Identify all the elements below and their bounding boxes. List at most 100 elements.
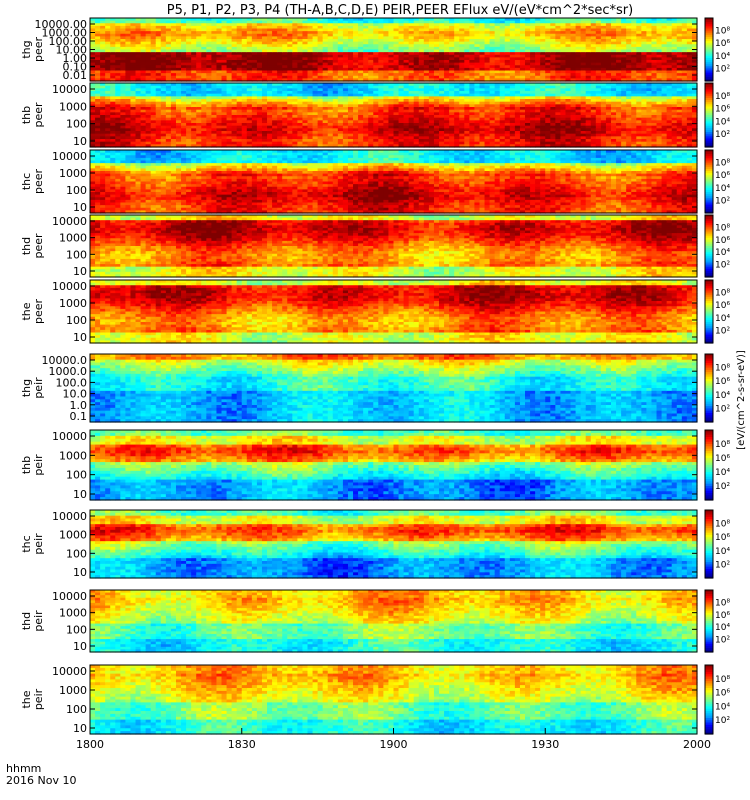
probe-label: thc (20, 173, 33, 190)
colorbar-tick-label: 10⁶ (715, 171, 730, 181)
y-tick-label: 1000 (59, 449, 87, 462)
colorbar-tick-label: 10⁴ (715, 52, 730, 62)
y-tick-label: 10 (73, 201, 87, 214)
y-tick-label: 1000 (59, 297, 87, 310)
spectrogram-image (90, 83, 698, 148)
y-tick-label: 100 (66, 623, 87, 636)
colorbar-tick-label: 10⁸ (715, 223, 730, 233)
y-tick-label: 100 (66, 703, 87, 716)
species-label: peir (32, 688, 45, 710)
y-tick-label: 10000.0 (42, 354, 88, 367)
colorbar: 10² 10⁴ 10⁶ 10⁸ (704, 353, 730, 423)
probe-label: thd (20, 237, 33, 255)
colorbar-tick-label: 10⁶ (715, 301, 730, 311)
y-tick-label: 100 (66, 248, 87, 261)
panel-thb-peer: 10000 1000 100 10 thb peer 10² 10⁴ 10⁶ 10⁸ (20, 82, 730, 148)
x-axis: 1800 1830 1900 1930 2000 (76, 728, 711, 751)
species-label: peir (32, 610, 45, 632)
chart-title: P5, P1, P2, P3, P4 (TH-A,B,C,D,E) PEIR,P… (167, 3, 633, 18)
colorbar-tick-label: 10² (715, 261, 730, 271)
panel-the-peer: 10000 1000 100 10 the peer 10² 10⁴ 10⁶ 10⁸ (20, 279, 730, 344)
colorbar-tick-label: 10² (715, 716, 730, 726)
y-tick-label: 10.0 (63, 388, 88, 401)
y-tick-label: 100.00 (49, 35, 88, 48)
colorbar-tick-label: 10⁶ (715, 689, 730, 699)
colorbar: 10² 10⁴ 10⁶ 10⁸ (704, 429, 730, 501)
colorbar-tick-label: 10⁶ (715, 533, 730, 543)
colorbar-tick-label: 10⁶ (715, 454, 730, 464)
probe-label: the (20, 690, 33, 708)
panel-frame (89, 509, 698, 579)
colorbar-tick-label: 10⁸ (715, 159, 730, 169)
y-tick-label: 1000 (59, 167, 87, 180)
spectrogram-image (90, 18, 698, 82)
y-tick-label: 100 (66, 184, 87, 197)
colorbar-tick-label: 10⁴ (715, 547, 730, 557)
colorbar: 10² 10⁴ 10⁶ 10⁸ (704, 509, 730, 579)
y-tick-label: 1000.0 (49, 365, 88, 378)
panel-frame (89, 279, 698, 344)
y-tick-label: 10.00 (56, 44, 88, 57)
probe-label: thg (20, 40, 33, 58)
colorbar-tick-label: 10⁴ (715, 702, 730, 712)
colorbar-tick-label: 10⁶ (715, 39, 730, 49)
colorbar-tick-label: 10⁶ (715, 105, 730, 115)
species-label: peer (32, 169, 45, 195)
spectrogram-image (90, 590, 698, 653)
x-axis-label: hhmm (6, 762, 41, 775)
y-tick-label: 10000 (52, 83, 87, 96)
colorbar-tick-label: 10⁸ (715, 520, 730, 530)
y-tick-label: 100 (66, 118, 87, 131)
y-tick-label: 10 (73, 265, 87, 278)
y-tick-label: 0.01 (63, 69, 88, 82)
y-tick-label: 100 (66, 314, 87, 327)
y-tick-label: 0.1 (70, 410, 88, 423)
y-tick-label: 10 (73, 640, 87, 653)
probe-label: thb (20, 106, 33, 124)
colorbar-tick-label: 10² (715, 326, 730, 336)
colorbar-tick-label: 10² (715, 636, 730, 646)
colorbar-tick-label: 10⁴ (715, 314, 730, 324)
y-tick-label: 10 (73, 488, 87, 501)
y-tick-label: 10000 (52, 510, 87, 523)
colorbar: 10² 10⁴ 10⁶ 10⁸ (704, 17, 730, 82)
colorbar-tick-label: 10⁴ (715, 184, 730, 194)
colorbar: 10² 10⁴ 10⁶ 10⁸ (704, 664, 730, 735)
colorbar: 10² 10⁴ 10⁶ 10⁸ (704, 279, 730, 344)
x-tick-label: 1830 (228, 738, 256, 751)
colorbar-tick-label: 10⁸ (715, 598, 730, 608)
colorbar-tick-label: 10² (715, 404, 730, 414)
panel-frame (89, 353, 698, 423)
spectrogram-image (90, 510, 698, 579)
colorbar-tick-label: 10⁴ (715, 248, 730, 258)
colorbar: 10² 10⁴ 10⁶ 10⁸ (704, 82, 730, 148)
y-tick-label: 10000 (52, 215, 87, 228)
species-label: peir (32, 377, 45, 399)
species-label: peer (32, 37, 45, 63)
y-tick-label: 1.00 (63, 52, 88, 65)
y-tick-label: 1000.00 (42, 27, 88, 40)
panel-frame (89, 429, 698, 501)
colorbar-tick-label: 10⁸ (715, 440, 730, 450)
date-label: 2016 Nov 10 (6, 774, 76, 787)
panel-frame (89, 589, 698, 653)
y-tick-label: 100 (66, 547, 87, 560)
species-label: peer (32, 299, 45, 325)
panel-thc-peer: 10000 1000 100 10 thc peer 10² 10⁴ 10⁶ 10⁸ (20, 149, 730, 214)
colorbar-tick-label: 10² (715, 560, 730, 570)
y-tick-label: 100.0 (56, 376, 88, 389)
y-tick-label: 0.10 (63, 61, 88, 74)
x-tick-label: 2000 (683, 738, 711, 751)
x-tick-label: 1900 (380, 738, 408, 751)
y-tick-label: 1000 (59, 100, 87, 113)
colorbar-tick-label: 10⁸ (715, 92, 730, 102)
y-tick-label: 10 (73, 331, 87, 344)
colorbar-tick-label: 10⁸ (715, 364, 730, 374)
y-tick-label: 10000 (52, 665, 87, 678)
spectrogram-image (90, 150, 698, 214)
y-tick-label: 1000 (59, 529, 87, 542)
